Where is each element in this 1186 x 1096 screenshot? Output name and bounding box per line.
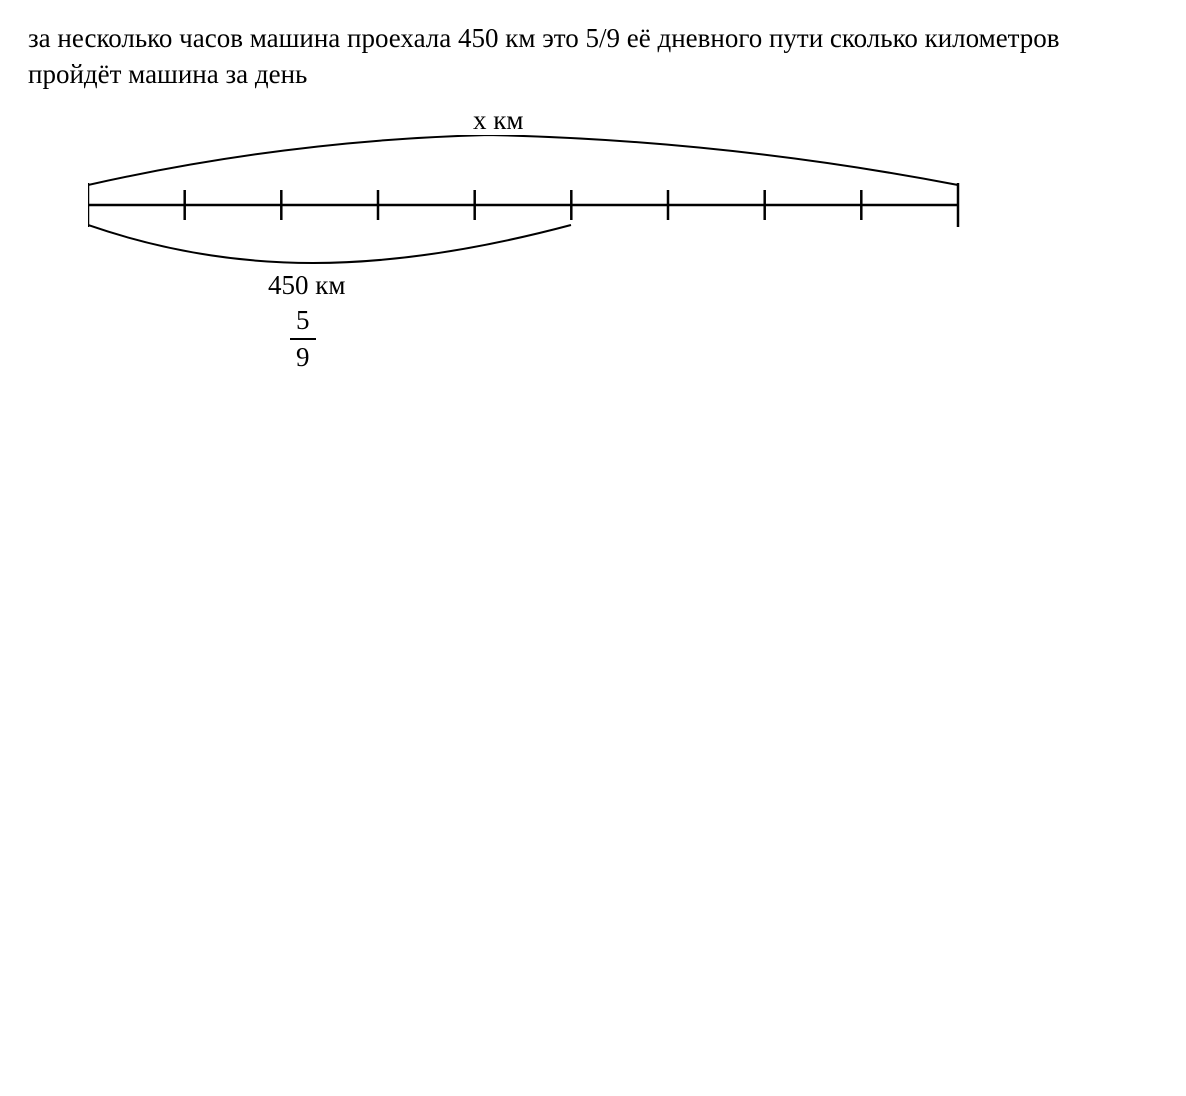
distance-450-label: 450 км [268,270,345,301]
fraction-bar [290,338,316,340]
x-km-label: x км [473,105,523,136]
fraction-5-9: 5 9 [290,305,316,373]
bottom-brace [88,225,571,263]
diagram: x км 450 км 5 9 [88,105,988,355]
top-brace [88,135,958,185]
fraction-denominator: 9 [290,342,316,373]
number-line-svg [88,135,988,275]
fraction-numerator: 5 [290,305,316,336]
problem-statement: за несколько часов машина проехала 450 к… [28,20,1146,93]
